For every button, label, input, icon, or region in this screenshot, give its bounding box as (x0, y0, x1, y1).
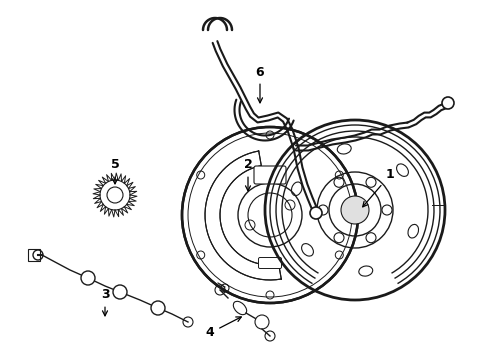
Circle shape (81, 271, 95, 285)
Circle shape (255, 315, 269, 329)
Circle shape (113, 285, 127, 299)
Text: 6: 6 (256, 66, 264, 103)
Text: 1: 1 (363, 168, 394, 207)
Circle shape (442, 97, 454, 109)
FancyBboxPatch shape (259, 257, 281, 269)
Circle shape (341, 196, 369, 224)
Text: 3: 3 (100, 288, 109, 316)
Text: 4: 4 (206, 317, 241, 339)
Circle shape (182, 127, 358, 303)
FancyBboxPatch shape (254, 166, 286, 184)
Text: 2: 2 (244, 158, 252, 191)
Circle shape (310, 207, 322, 219)
Circle shape (151, 301, 165, 315)
Circle shape (33, 250, 43, 260)
Text: 5: 5 (111, 158, 120, 184)
